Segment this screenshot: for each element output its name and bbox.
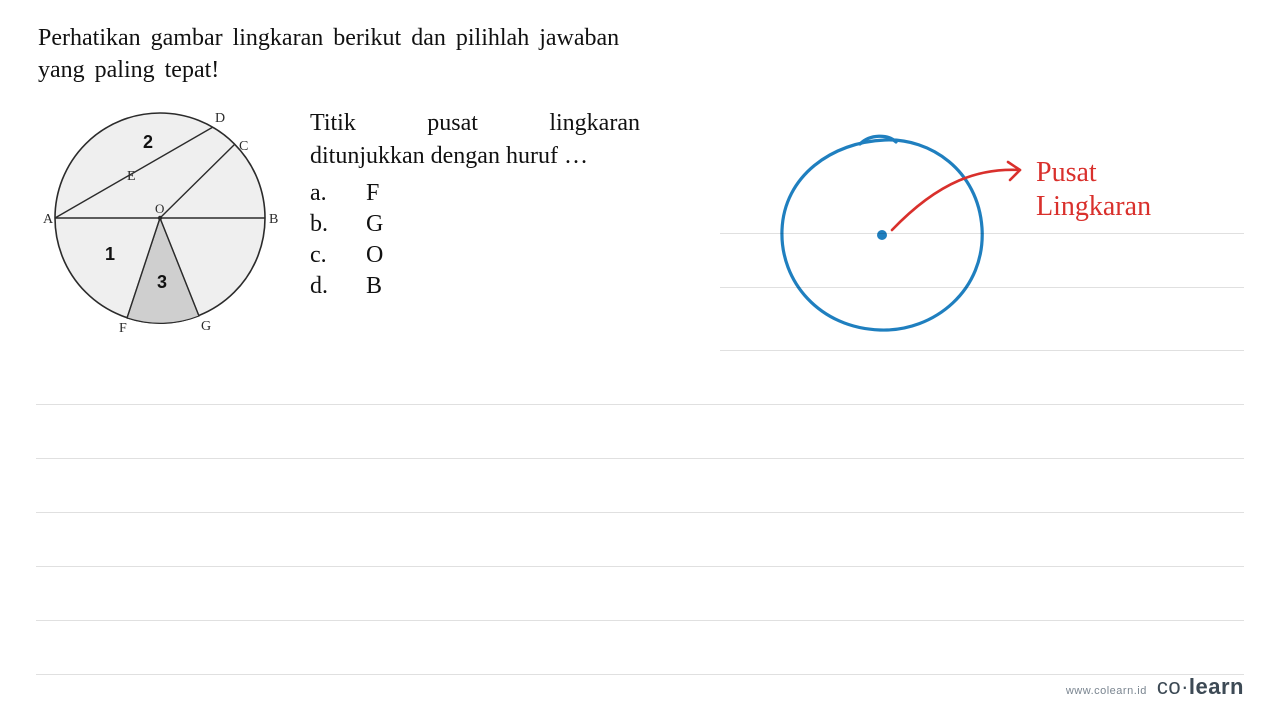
ruled-line — [36, 620, 1244, 621]
diagram-label-F: F — [119, 321, 127, 336]
ruled-line — [36, 458, 1244, 459]
option-b[interactable]: b. G — [310, 211, 650, 238]
option-letter: c. — [310, 242, 366, 269]
diagram-label-A: A — [43, 212, 54, 227]
diagram-label-C: C — [239, 139, 248, 154]
sketch-center-dot — [877, 230, 887, 240]
ruled-line — [36, 404, 1244, 405]
ruled-line — [720, 233, 1244, 234]
question-word: lingkaran — [549, 110, 640, 137]
diagram-region-1: 1 — [105, 244, 115, 264]
diagram-label-E: E — [127, 169, 136, 184]
option-letter: a. — [310, 180, 366, 207]
ruled-line — [36, 566, 1244, 567]
ruled-line — [36, 512, 1244, 513]
sketch-label-line2: Lingkaran — [1036, 190, 1151, 224]
question-line-2: ditunjukkan dengan huruf … — [310, 143, 650, 170]
ruled-line — [720, 350, 1244, 351]
diagram-region-2: 2 — [143, 132, 153, 152]
sketch-arrow — [892, 170, 1020, 230]
watermark-url: www.colearn.id — [1066, 685, 1147, 697]
option-value: F — [366, 180, 379, 207]
instruction-text: Perhatikan gambar lingkaran berikut dan … — [38, 22, 658, 87]
diagram-label-D: D — [215, 111, 225, 126]
watermark-brand: co·learn — [1157, 674, 1244, 700]
option-c[interactable]: c. O — [310, 242, 650, 269]
question-line-1: Titik pusat lingkaran — [310, 110, 640, 137]
option-value: O — [366, 242, 383, 269]
diagram-label-O: O — [155, 201, 164, 216]
hand-sketch: Pusat Lingkaran — [720, 120, 1220, 360]
question-word: pusat — [427, 110, 478, 137]
question-block: Titik pusat lingkaran ditunjukkan dengan… — [310, 110, 650, 304]
option-letter: b. — [310, 211, 366, 238]
watermark: www.colearn.id co·learn — [1066, 674, 1244, 700]
ruled-line — [36, 674, 1244, 675]
diagram-label-G: G — [201, 319, 211, 334]
option-value: G — [366, 211, 383, 238]
sketch-label: Pusat Lingkaran — [1036, 156, 1151, 223]
ruled-line — [720, 287, 1244, 288]
option-d[interactable]: d. B — [310, 273, 650, 300]
option-a[interactable]: a. F — [310, 180, 650, 207]
diagram-label-B: B — [269, 212, 278, 227]
diagram-region-3: 3 — [157, 272, 167, 292]
option-letter: d. — [310, 273, 366, 300]
question-word: Titik — [310, 110, 356, 137]
sketch-label-line1: Pusat — [1036, 156, 1151, 190]
option-value: B — [366, 273, 382, 300]
circle-diagram: E A B C D F G O 1 2 3 — [35, 100, 285, 340]
